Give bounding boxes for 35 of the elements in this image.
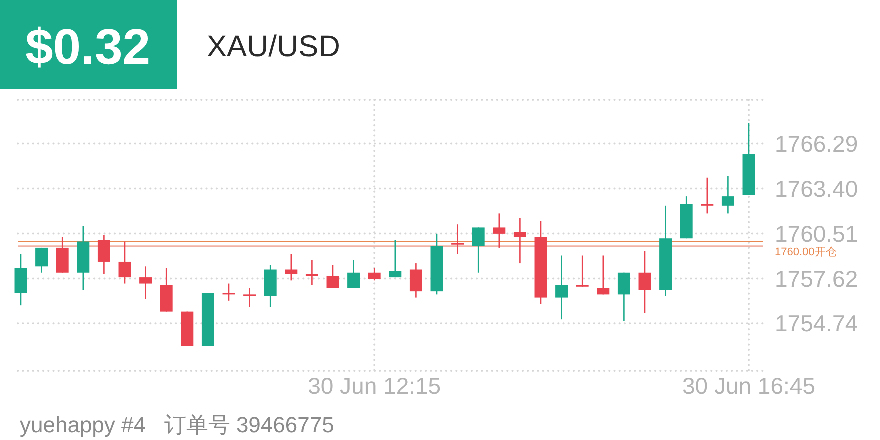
- text: yuehappy #4 订单号 39466775: [20, 412, 334, 438]
- candlestick: [348, 260, 360, 290]
- candlestick: [244, 288, 256, 308]
- x-tick-label: 30 Jun 16:45: [682, 373, 816, 399]
- y-tick-label: 1760.51: [775, 220, 858, 247]
- candlestick: [285, 254, 298, 282]
- candlestick: [452, 224, 464, 255]
- text: $0.32: [25, 19, 151, 75]
- ref-line-label: 1760.00开仓: [775, 246, 837, 259]
- candlestick: [36, 247, 48, 274]
- candlestick: [597, 255, 610, 296]
- x-tick-label: 30 Jun 12:15: [308, 373, 442, 399]
- candlestick: [326, 264, 340, 290]
- candlestick: [368, 268, 381, 282]
- candlestick: [722, 176, 734, 214]
- candlestick: [493, 213, 506, 249]
- candlestick: [638, 250, 652, 314]
- candlestick: [389, 240, 402, 278]
- chart-title: XAU/USD: [207, 30, 340, 64]
- y-tick-label: 1757.62: [775, 266, 858, 292]
- candlestick: [514, 218, 526, 264]
- candlestick: [306, 260, 318, 286]
- candlestick: [140, 266, 152, 300]
- candlestick: [410, 262, 422, 298]
- candlestick: [701, 177, 714, 214]
- candlestick: [576, 255, 589, 288]
- candlestick: [222, 283, 236, 302]
- candlestick: [98, 234, 110, 276]
- candlestick: [618, 272, 630, 322]
- candlestick: [556, 255, 568, 320]
- y-tick-label: 1763.40: [775, 176, 858, 202]
- y-tick-label: 1766.29: [775, 130, 858, 157]
- y-tick-label: 1754.74: [775, 310, 858, 337]
- candlestick: [472, 227, 485, 274]
- candlestick: [118, 241, 132, 284]
